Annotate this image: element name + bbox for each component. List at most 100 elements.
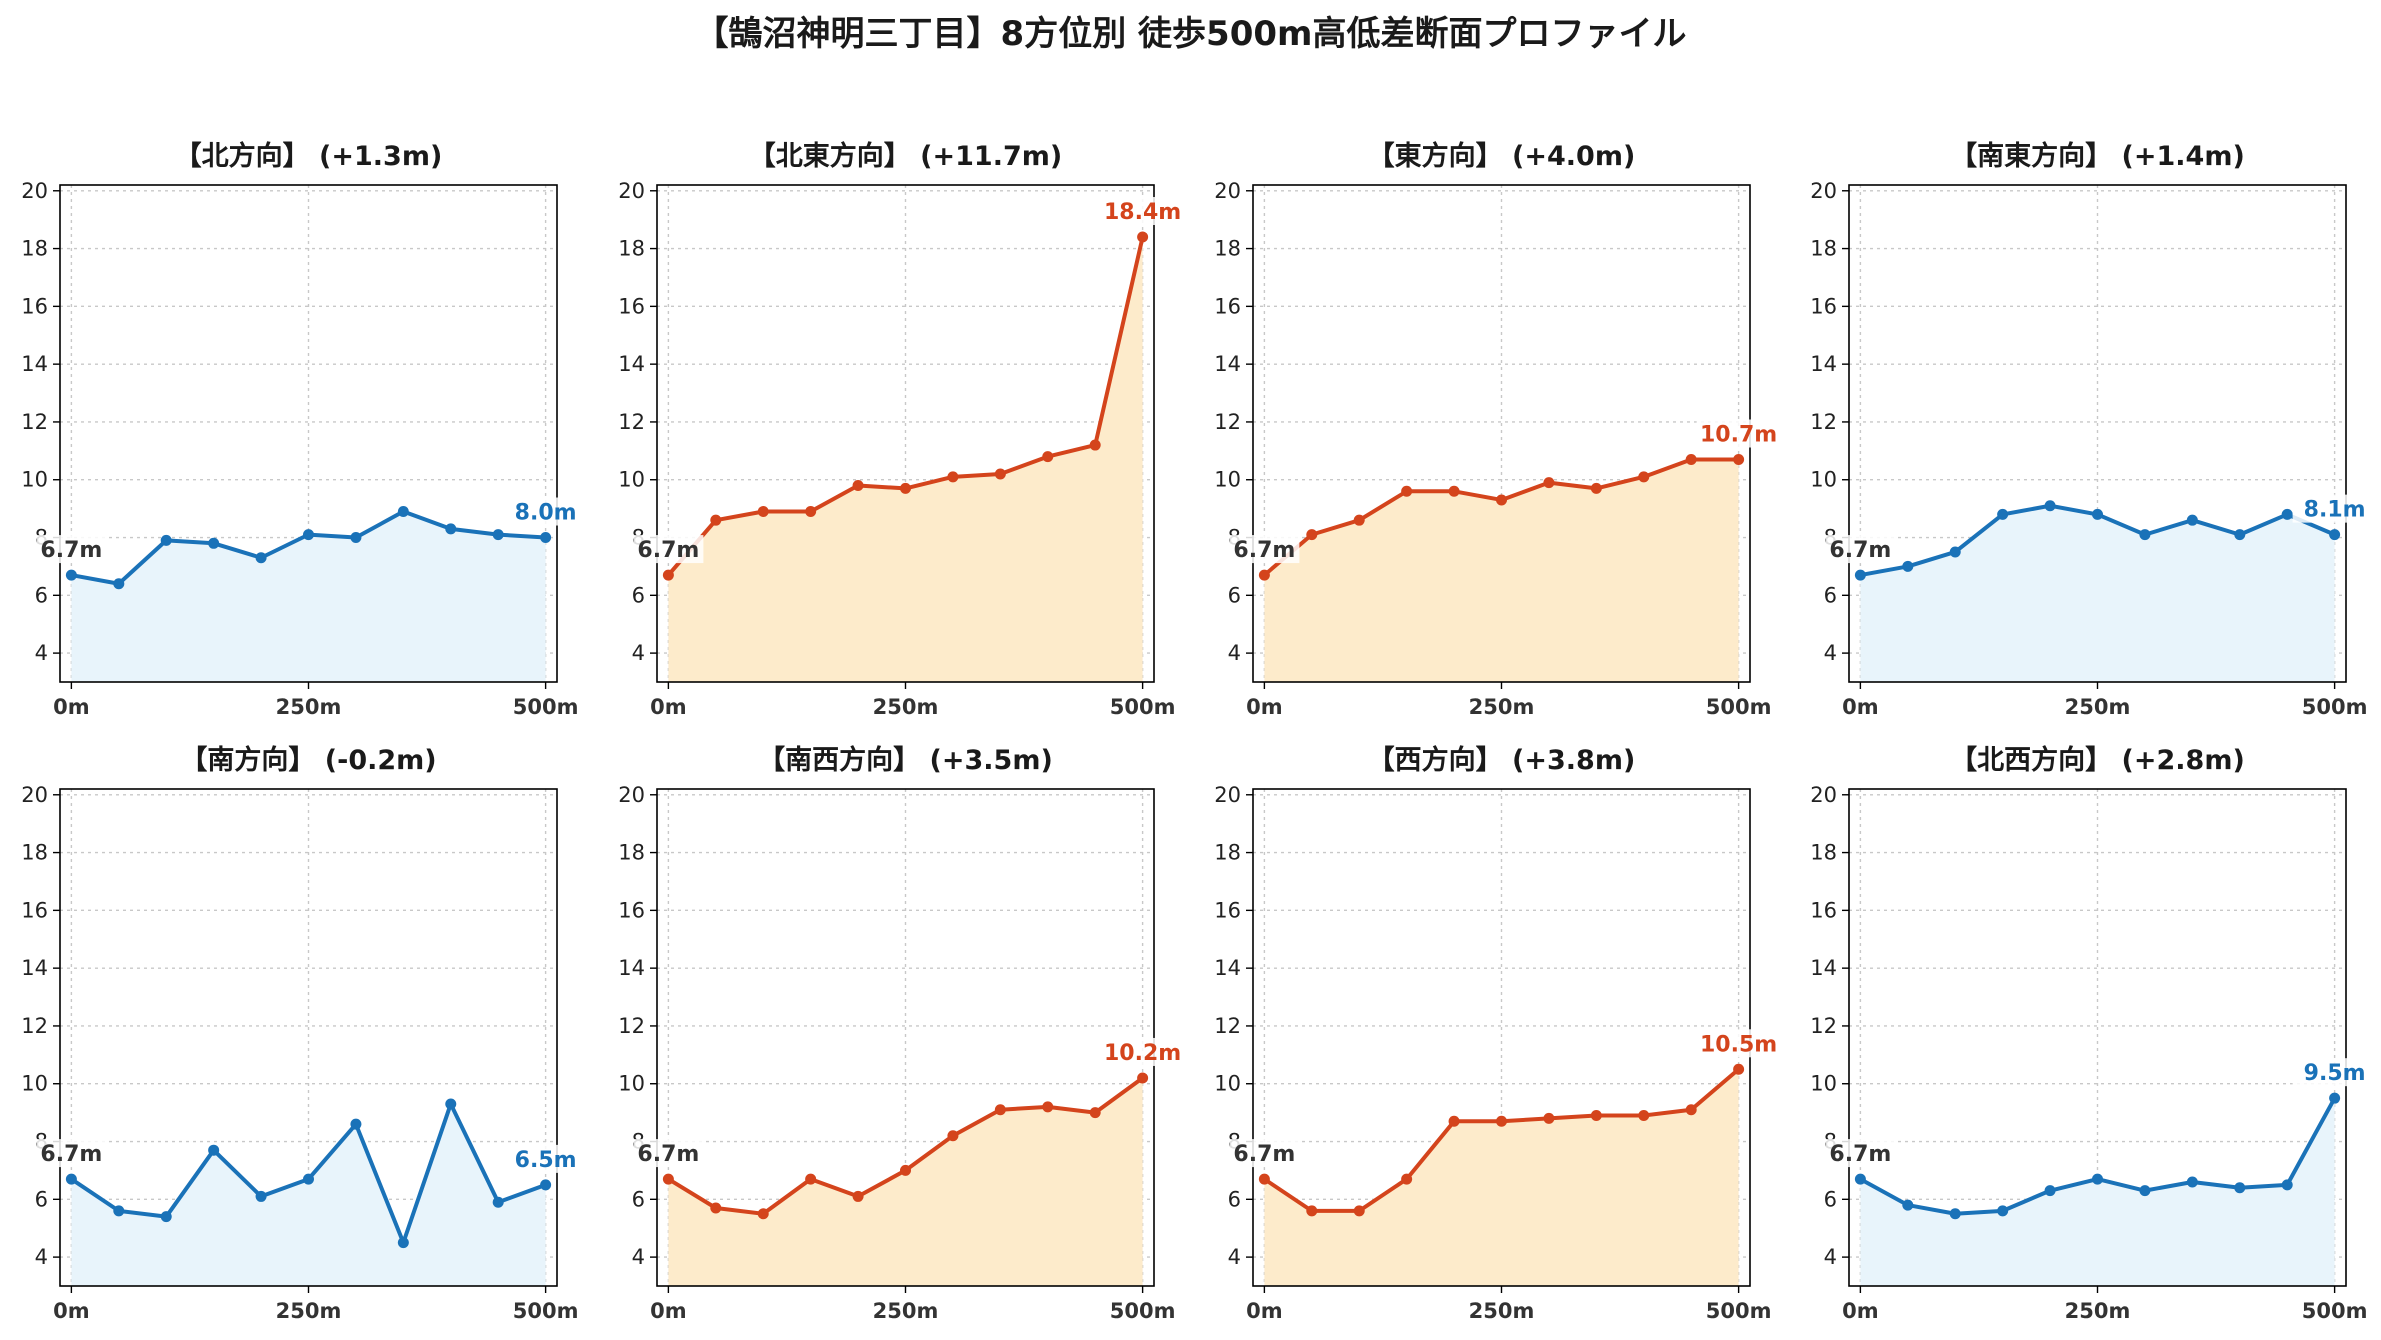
data-point bbox=[1733, 454, 1745, 466]
y-tick-label: 12 bbox=[618, 410, 645, 434]
start-value-label: 6.7m bbox=[1829, 1142, 1891, 1167]
data-point bbox=[1258, 1173, 1270, 1185]
y-tick-label: 20 bbox=[1214, 783, 1241, 807]
data-point bbox=[113, 1205, 125, 1217]
data-point bbox=[1353, 1205, 1365, 1217]
x-tick-label: 0m bbox=[1246, 1299, 1283, 1323]
data-point bbox=[1685, 454, 1697, 466]
y-tick-label: 10 bbox=[21, 468, 48, 492]
data-point bbox=[852, 1190, 864, 1202]
y-tick-label: 20 bbox=[21, 783, 48, 807]
data-point bbox=[1543, 1112, 1555, 1124]
y-tick-label: 4 bbox=[35, 641, 48, 665]
data-point bbox=[1590, 482, 1602, 494]
x-tick-label: 250m bbox=[2065, 1299, 2131, 1323]
y-tick-label: 10 bbox=[618, 468, 645, 492]
y-tick-label: 6 bbox=[35, 1187, 48, 1211]
y-tick-label: 12 bbox=[1214, 410, 1241, 434]
end-label-bg bbox=[2292, 1058, 2377, 1087]
y-tick-label: 10 bbox=[1810, 1072, 1837, 1096]
end-value-label: 8.1m bbox=[2304, 498, 2366, 523]
data-point bbox=[1496, 1115, 1507, 1127]
data-point bbox=[1306, 1205, 1318, 1217]
x-tick-label: 500m bbox=[513, 1299, 579, 1323]
data-point bbox=[350, 532, 362, 544]
y-tick-label: 14 bbox=[1214, 956, 1241, 980]
data-point bbox=[113, 578, 125, 590]
chart-panel-1: 4681012141618200m250m500m【北東方向】 (+11.7m)… bbox=[618, 140, 1185, 719]
panel-title: 【東方向】 (+4.0m) bbox=[1368, 140, 1636, 172]
end-value-label: 9.5m bbox=[2304, 1061, 2366, 1086]
y-tick-label: 12 bbox=[1214, 1014, 1241, 1038]
end-label-bg bbox=[1100, 197, 1185, 226]
chart-panel-3: 4681012141618200m250m500m【南東方向】 (+1.4m)6… bbox=[1810, 140, 2377, 719]
y-tick-label: 18 bbox=[1214, 841, 1241, 865]
start-label-bg bbox=[1229, 535, 1300, 564]
y-tick-label: 18 bbox=[1810, 237, 1837, 261]
panel-title: 【北方向】 (+1.3m) bbox=[175, 140, 443, 172]
y-tick-label: 16 bbox=[1214, 898, 1241, 922]
data-point bbox=[350, 1118, 362, 1130]
data-point bbox=[994, 468, 1006, 480]
data-point bbox=[2044, 1185, 2056, 1197]
y-tick-label: 10 bbox=[21, 1072, 48, 1096]
chart-panel-4: 4681012141618200m250m500m【南方向】 (-0.2m)6.… bbox=[21, 744, 588, 1323]
data-point bbox=[2234, 529, 2246, 541]
y-tick-label: 16 bbox=[618, 294, 645, 318]
data-point bbox=[1089, 439, 1101, 451]
end-value-label: 18.4m bbox=[1104, 200, 1181, 225]
y-tick-label: 4 bbox=[1228, 641, 1241, 665]
y-tick-label: 4 bbox=[1824, 641, 1837, 665]
y-tick-label: 6 bbox=[1824, 1187, 1837, 1211]
start-value-label: 6.7m bbox=[40, 1142, 102, 1167]
start-value-label: 6.7m bbox=[637, 538, 699, 563]
data-point bbox=[1258, 569, 1270, 581]
data-point bbox=[1902, 560, 1914, 572]
y-tick-label: 6 bbox=[632, 583, 645, 607]
y-tick-label: 10 bbox=[1214, 1072, 1241, 1096]
data-point bbox=[2234, 1182, 2246, 1194]
y-tick-label: 10 bbox=[618, 1072, 645, 1096]
x-tick-label: 500m bbox=[1706, 695, 1772, 719]
data-point bbox=[1854, 1173, 1866, 1185]
y-tick-label: 4 bbox=[1824, 1245, 1837, 1269]
start-value-label: 6.7m bbox=[1233, 538, 1295, 563]
start-label-bg bbox=[1229, 1139, 1300, 1168]
data-point bbox=[445, 1098, 457, 1110]
data-point bbox=[805, 506, 817, 518]
y-tick-label: 10 bbox=[1214, 468, 1241, 492]
y-tick-label: 6 bbox=[1228, 1187, 1241, 1211]
end-label-bg bbox=[503, 497, 588, 526]
chart-panel-7: 4681012141618200m250m500m【北西方向】 (+2.8m)6… bbox=[1810, 744, 2377, 1323]
y-tick-label: 4 bbox=[35, 1245, 48, 1269]
start-label-bg bbox=[36, 1139, 107, 1168]
data-point bbox=[1042, 451, 1054, 463]
y-tick-label: 6 bbox=[632, 1187, 645, 1211]
data-point bbox=[2092, 1173, 2103, 1185]
y-tick-label: 16 bbox=[1214, 294, 1241, 318]
data-point bbox=[1448, 1115, 1460, 1127]
panel-title: 【南東方向】 (+1.4m) bbox=[1950, 140, 2245, 172]
x-tick-label: 500m bbox=[2302, 1299, 2368, 1323]
data-point bbox=[900, 1164, 911, 1176]
start-label-bg bbox=[1825, 1139, 1896, 1168]
y-tick-label: 14 bbox=[1214, 352, 1241, 376]
y-tick-label: 4 bbox=[632, 641, 645, 665]
x-tick-label: 250m bbox=[1469, 695, 1535, 719]
y-tick-label: 6 bbox=[35, 583, 48, 607]
x-tick-label: 0m bbox=[1842, 1299, 1879, 1323]
chart-panel-0: 4681012141618200m250m500m【北方向】 (+1.3m)6.… bbox=[21, 140, 588, 719]
start-value-label: 6.7m bbox=[1829, 538, 1891, 563]
data-point bbox=[492, 529, 504, 541]
data-point bbox=[900, 482, 911, 494]
x-tick-label: 250m bbox=[873, 695, 939, 719]
end-value-label: 10.2m bbox=[1104, 1041, 1181, 1066]
area-fill bbox=[71, 1103, 546, 1286]
chart-panel-2: 4681012141618200m250m500m【東方向】 (+4.0m)6.… bbox=[1214, 140, 1781, 719]
data-point bbox=[2186, 1176, 2198, 1188]
y-tick-label: 12 bbox=[21, 410, 48, 434]
area-fill bbox=[668, 237, 1143, 682]
y-tick-label: 6 bbox=[1228, 583, 1241, 607]
data-point bbox=[540, 1179, 552, 1191]
